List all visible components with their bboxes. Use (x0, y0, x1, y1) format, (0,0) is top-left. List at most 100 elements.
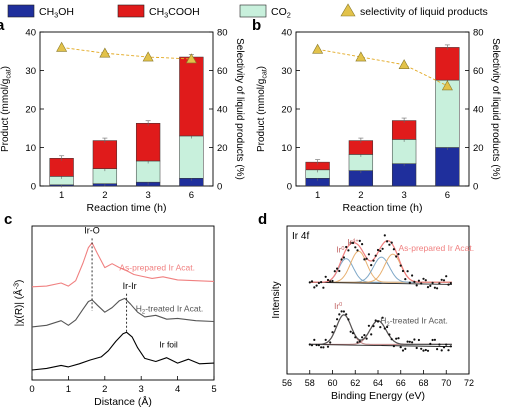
data-point (308, 281, 311, 284)
y2-tick-label: 20 (473, 143, 484, 154)
component-peak (309, 250, 452, 283)
annotation-ir-o: Ir-O (84, 226, 100, 236)
x-axis-label: Distance (Å) (94, 395, 152, 408)
data-point (449, 282, 452, 285)
data-point (356, 249, 359, 252)
bar-co2 (391, 139, 417, 164)
y-tick-label: 10 (281, 143, 292, 154)
data-point (417, 338, 420, 342)
data-point (445, 343, 448, 346)
bar-ch3cooh (435, 47, 460, 81)
panel-label: b (252, 17, 261, 34)
legend: CH3OH CH3COOH CO2 selectivity of liquid pro… (7, 3, 488, 20)
data-point (431, 281, 434, 284)
x-tick-label: 58 (305, 378, 315, 388)
data-point (370, 333, 373, 336)
data-point (422, 277, 425, 280)
envelope-h2-treated (309, 314, 452, 345)
data-point (431, 338, 434, 342)
data-point (408, 281, 411, 284)
bar-ch3cooh (135, 122, 161, 162)
x-tick-label: 1 (315, 190, 320, 201)
selectivity-point (99, 47, 111, 58)
data-point (442, 279, 446, 282)
data-point (420, 282, 423, 285)
curve-h2-treated (31, 297, 215, 328)
annotation-ir-ir: Ir-Ir (123, 281, 137, 291)
x-tick-label: 3 (145, 190, 150, 201)
data-point (392, 248, 395, 251)
data-point (317, 281, 320, 285)
x-tick-label: 3 (139, 384, 144, 395)
data-point (326, 278, 330, 282)
selectivity-line (61, 46, 192, 60)
data-point (417, 279, 420, 282)
data-point (399, 264, 402, 267)
panel-label: d (258, 211, 267, 228)
legend-label: selectivity of liquid products (360, 6, 488, 18)
data-point (379, 249, 382, 253)
y-tick-label: 40 (25, 28, 36, 39)
data-point (374, 254, 377, 257)
data-point (406, 270, 409, 273)
data-point (367, 324, 370, 327)
data-point (345, 245, 348, 249)
data-point (336, 318, 339, 321)
data-point (445, 275, 448, 278)
bar-co2 (135, 160, 161, 183)
y2-tick-label: 40 (473, 105, 484, 116)
data-point (386, 240, 389, 243)
peak-label: Ir4+ (347, 238, 358, 247)
data-point (370, 264, 373, 267)
legend-triangle (340, 3, 356, 17)
y2-tick-label: 60 (217, 66, 228, 77)
y2-tick-label: 0 (473, 182, 478, 193)
data-point (322, 346, 325, 349)
data-point (383, 234, 386, 237)
data-point (388, 333, 391, 336)
data-point (322, 286, 325, 289)
bar-co2 (179, 135, 204, 179)
bar-ch3cooh (179, 56, 204, 137)
x-tick-label: 3 (401, 190, 406, 201)
x-tick-label: 64 (373, 378, 383, 388)
x-tick-label: 2 (102, 384, 107, 395)
selectivity-point (441, 80, 453, 91)
peak-label: Ir0 (336, 246, 344, 255)
data-point (336, 267, 339, 270)
series-label-ir-foil: Ir foil (159, 340, 178, 350)
y-axis-label: Product (mmol/gcat) (256, 66, 269, 152)
data-point (313, 338, 316, 341)
data-point (333, 325, 336, 328)
data-point (390, 338, 393, 341)
baseline (309, 281, 452, 285)
data-point (363, 334, 366, 337)
data-point (358, 340, 361, 343)
data-point (383, 327, 386, 330)
data-point (351, 241, 355, 245)
data-point (349, 241, 352, 244)
data-point (388, 243, 391, 246)
x-axis-label: Reaction time (h) (343, 202, 423, 214)
data-point (365, 257, 368, 260)
legend-label: CO2 (271, 6, 291, 20)
data-point (331, 279, 334, 283)
data-point (331, 331, 334, 334)
y2-tick-label: 40 (217, 105, 228, 116)
legend-swatch (117, 4, 145, 18)
data-point (436, 287, 439, 290)
panel-c: c 0 1 2 3 4 5 Ir-O Ir-Ir As-prepared Ir Acat. H2-t… (4, 211, 217, 408)
x-tick-label: 6 (189, 190, 194, 201)
data-point (426, 349, 430, 352)
legend-label: CH3OH (39, 6, 74, 20)
data-point (347, 318, 350, 321)
x-tick-label: 5 (211, 384, 216, 395)
data-point (399, 346, 402, 349)
y-tick-label: 0 (31, 182, 36, 193)
data-point (345, 313, 348, 316)
x-tick-label: 1 (66, 384, 71, 395)
y-tick-label: 40 (281, 28, 292, 39)
data-point (381, 316, 384, 319)
legend-swatch (239, 4, 267, 18)
bar-ch3cooh (391, 120, 417, 140)
